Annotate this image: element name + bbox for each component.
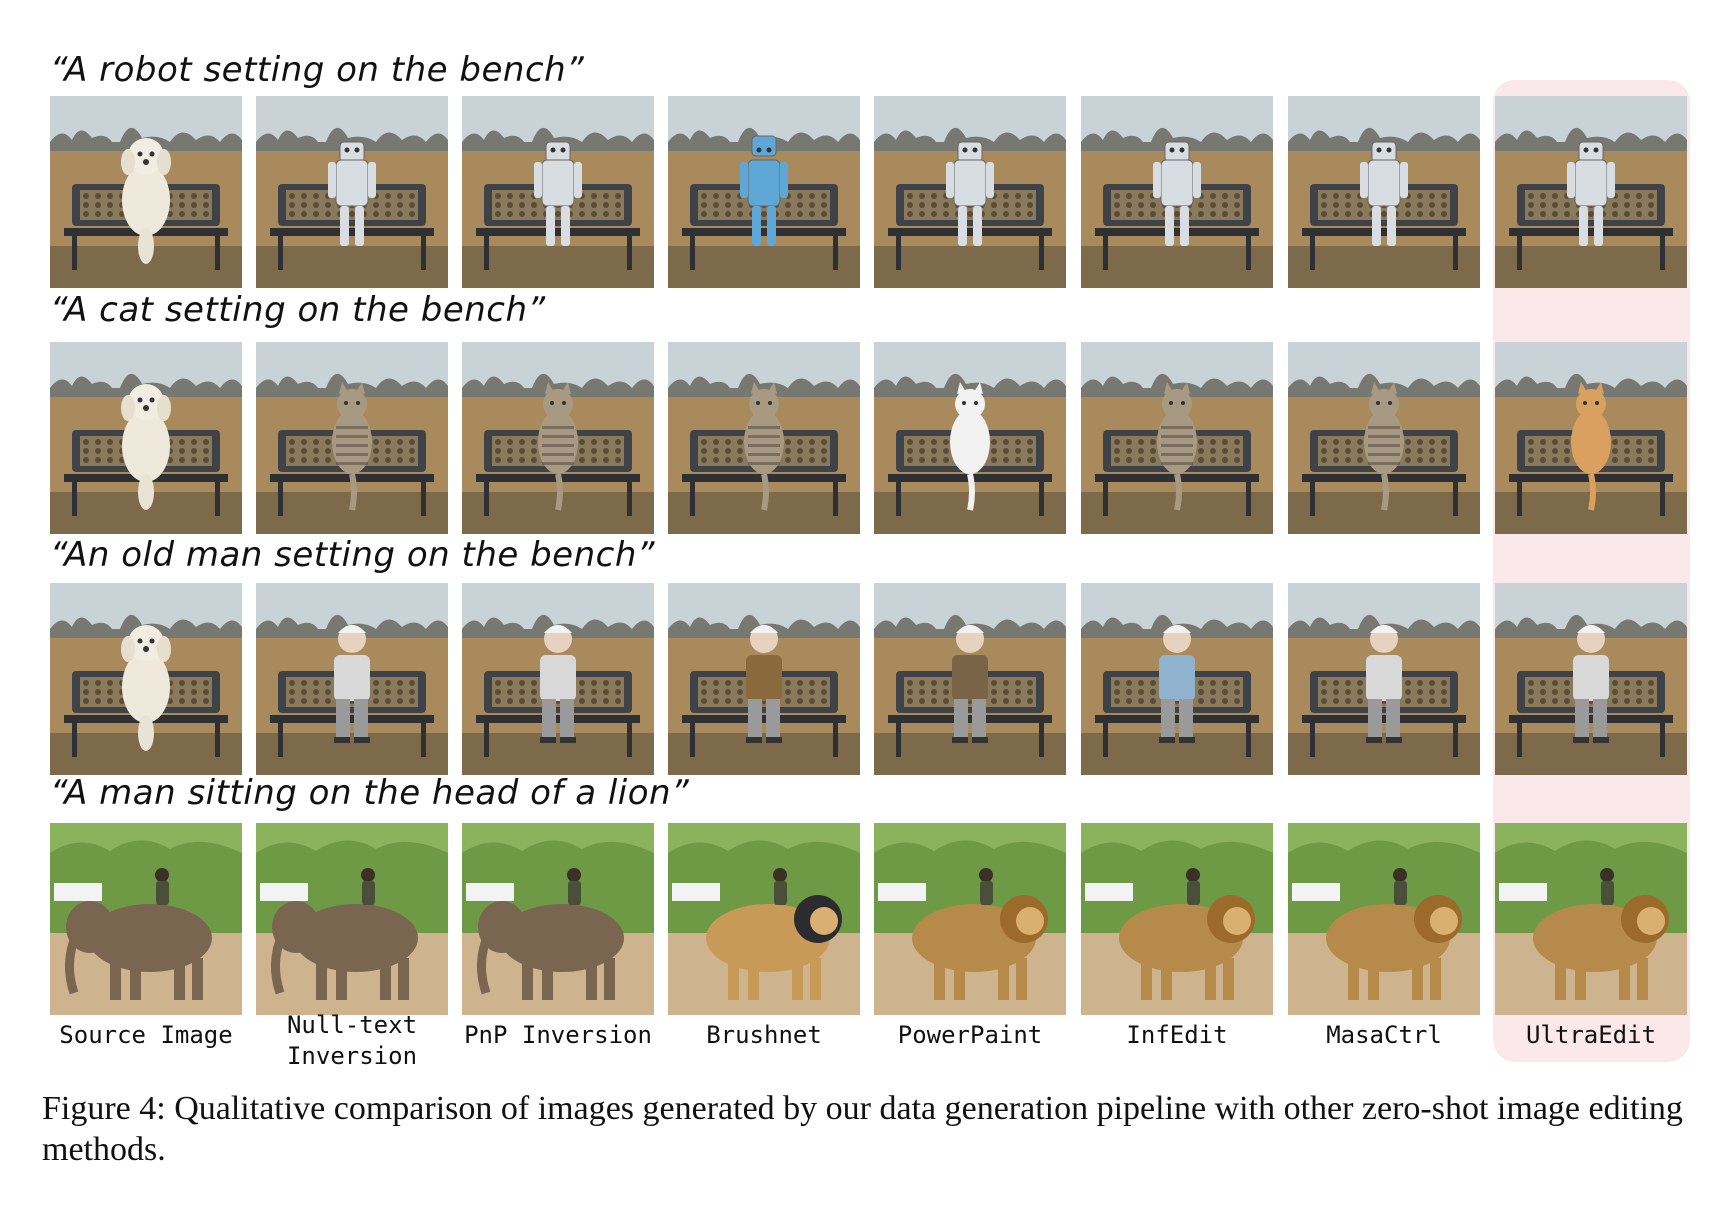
image-robot-5 bbox=[1081, 96, 1273, 288]
image-cat-4 bbox=[874, 342, 1066, 534]
method-label-7: UltraEdit bbox=[1525, 1021, 1657, 1049]
image-old-man-4 bbox=[874, 583, 1066, 775]
image-robot-6 bbox=[1288, 96, 1480, 288]
image-elephant-lion-4 bbox=[874, 823, 1066, 1015]
method-label-4: PowerPaint bbox=[897, 1021, 1043, 1049]
image-old-man-3 bbox=[668, 583, 860, 775]
image-cat-5 bbox=[1081, 342, 1273, 534]
image-old-man-6 bbox=[1288, 583, 1480, 775]
image-cat-1 bbox=[256, 342, 448, 534]
image-elephant-lion-3 bbox=[668, 823, 860, 1015]
image-robot-0 bbox=[50, 96, 242, 288]
prompt-old-man: “An old man setting on the bench” bbox=[50, 535, 655, 575]
image-robot-7 bbox=[1495, 96, 1687, 288]
image-old-man-5 bbox=[1081, 583, 1273, 775]
image-elephant-lion-6 bbox=[1288, 823, 1480, 1015]
image-elephant-lion-5 bbox=[1081, 823, 1273, 1015]
image-elephant-lion-2 bbox=[462, 823, 654, 1015]
image-cat-3 bbox=[668, 342, 860, 534]
image-cat-6 bbox=[1288, 342, 1480, 534]
image-elephant-lion-1 bbox=[256, 823, 448, 1015]
prompt-cat: “A cat setting on the bench” bbox=[50, 290, 546, 330]
image-robot-1 bbox=[256, 96, 448, 288]
method-label-1: Null-text Inversion bbox=[286, 1011, 418, 1070]
image-old-man-7 bbox=[1495, 583, 1687, 775]
method-label-6: MasaCtrl bbox=[1326, 1021, 1442, 1049]
figure-caption: Figure 4: Qualitative comparison of imag… bbox=[42, 1090, 1683, 1168]
method-label-5: InfEdit bbox=[1126, 1021, 1228, 1049]
method-label-2: PnP Inversion bbox=[464, 1021, 652, 1049]
image-elephant-lion-7 bbox=[1495, 823, 1687, 1015]
image-old-man-2 bbox=[462, 583, 654, 775]
image-robot-3 bbox=[668, 96, 860, 288]
image-robot-2 bbox=[462, 96, 654, 288]
image-elephant-lion-0 bbox=[50, 823, 242, 1015]
image-cat-7 bbox=[1495, 342, 1687, 534]
image-old-man-1 bbox=[256, 583, 448, 775]
image-robot-4 bbox=[874, 96, 1066, 288]
prompt-lion: “A man sitting on the head of a lion” bbox=[50, 773, 690, 813]
image-cat-0 bbox=[50, 342, 242, 534]
prompt-robot: “A robot setting on the bench” bbox=[50, 50, 585, 90]
method-label-0: Source Image bbox=[59, 1021, 233, 1049]
image-cat-2 bbox=[462, 342, 654, 534]
image-old-man-0 bbox=[50, 583, 242, 775]
method-label-3: Brushnet bbox=[706, 1021, 822, 1049]
